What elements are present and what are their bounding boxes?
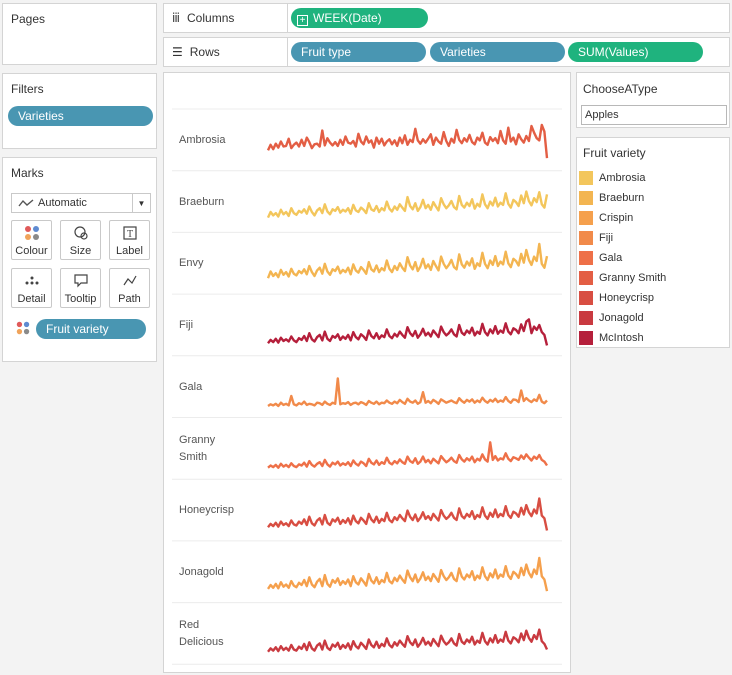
series-line[interactable] xyxy=(267,628,549,653)
columns-shelf[interactable]: iii Columns + WEEK(Date) xyxy=(163,3,730,33)
columns-label-text: Columns xyxy=(187,11,235,25)
choose-type-title: ChooseAType xyxy=(583,82,658,96)
legend-title: Fruit variety xyxy=(583,146,646,160)
marks-card: Marks Automatic ▼ Colour Size T Label De… xyxy=(2,157,157,362)
tooltip-label: Tooltip xyxy=(64,293,97,305)
columns-shelf-label: iii Columns xyxy=(164,4,288,32)
row-label: Ambrosia xyxy=(179,134,226,146)
marks-title: Marks xyxy=(11,166,44,180)
legend-swatch xyxy=(579,211,593,225)
row-label: Honeycrisp xyxy=(179,504,235,517)
row-label: Fiji xyxy=(179,319,194,332)
pages-card[interactable]: Pages xyxy=(2,3,157,65)
legend-item[interactable]: Fiji xyxy=(579,229,613,247)
path-icon xyxy=(110,273,149,293)
rows-icon: ☰ xyxy=(172,45,183,59)
varieties-pill[interactable]: Varieties xyxy=(430,42,565,62)
legend-swatch xyxy=(579,271,593,285)
view-canvas: Ambrosia Braeburn Envy Fiji Gala Granny Smith… xyxy=(163,72,571,673)
legend-item[interactable]: Ambrosia xyxy=(579,169,645,187)
legend-item[interactable]: Jonagold xyxy=(579,309,644,327)
path-label: Path xyxy=(118,293,141,305)
colour-button[interactable]: Colour xyxy=(11,220,52,260)
fruit-type-pill[interactable]: Fruit type xyxy=(291,42,426,62)
label-button[interactable]: T Label xyxy=(109,220,150,260)
label-label: Label xyxy=(116,245,143,257)
tooltip-button[interactable]: Tooltip xyxy=(60,268,101,308)
filters-card[interactable]: Filters Varieties xyxy=(2,73,157,149)
mark-type-label: Automatic xyxy=(38,197,87,209)
chevron-down-icon[interactable]: ▼ xyxy=(132,194,150,212)
legend-item[interactable]: Crispin xyxy=(579,209,633,227)
sparkline-chart[interactable] xyxy=(164,73,570,672)
rows-shelf[interactable]: ☰ Rows Fruit type Varieties SUM(Values) xyxy=(163,37,730,67)
text-label-icon: T xyxy=(110,225,149,245)
row-label: Braeburn xyxy=(179,195,225,208)
colour-field-icon xyxy=(15,320,31,339)
fruit-variety-marks-pill[interactable]: Fruit variety xyxy=(36,319,146,339)
legend-item[interactable]: Gala xyxy=(579,249,622,267)
size-icon xyxy=(61,225,100,245)
week-date-pill[interactable]: + WEEK(Date) xyxy=(291,8,428,28)
sum-values-pill[interactable]: SUM(Values) xyxy=(568,42,703,62)
legend-label: Fiji xyxy=(599,232,614,244)
colour-label: Colour xyxy=(15,245,48,257)
series-line[interactable] xyxy=(267,377,548,408)
legend-swatch xyxy=(579,251,593,265)
legend-swatch xyxy=(579,191,593,205)
legend-label: Braeburn xyxy=(599,192,645,204)
tooltip-icon xyxy=(61,273,100,293)
legend-label: Crispin xyxy=(599,212,634,224)
row-label: Envy xyxy=(179,257,204,270)
legend-swatch xyxy=(579,171,593,185)
pages-title: Pages xyxy=(11,12,46,26)
series-line[interactable] xyxy=(267,318,549,346)
mark-type-dropdown[interactable]: Automatic ▼ xyxy=(11,193,151,213)
detail-button[interactable]: Detail xyxy=(11,268,52,308)
row-label: Gala xyxy=(179,380,203,393)
row-label: Red Delicious xyxy=(179,618,224,648)
colour-icon xyxy=(12,225,51,245)
detail-label: Detail xyxy=(17,293,46,305)
legend-swatch xyxy=(579,311,593,325)
week-date-label: WEEK(Date) xyxy=(313,11,382,25)
line-mark-icon xyxy=(18,199,34,207)
series-line[interactable] xyxy=(267,497,549,531)
columns-icon: iii xyxy=(172,11,180,25)
varieties-filter-pill[interactable]: Varieties xyxy=(8,106,153,126)
size-label: Size xyxy=(69,245,92,257)
row-label: Jonagold xyxy=(179,565,224,578)
legend-item[interactable]: Honeycrisp xyxy=(579,289,654,307)
legend-item[interactable]: McIntosh xyxy=(579,329,644,347)
legend-label: McIntosh xyxy=(599,332,644,344)
legend-swatch xyxy=(579,291,593,305)
legend-label: Granny Smith xyxy=(599,272,667,284)
series-line[interactable] xyxy=(266,242,549,279)
svg-text:T: T xyxy=(126,229,132,240)
series-line[interactable] xyxy=(266,123,549,159)
rows-shelf-label: ☰ Rows xyxy=(164,38,288,66)
plus-icon: + xyxy=(297,15,308,26)
size-button[interactable]: Size xyxy=(60,220,101,260)
series-line[interactable] xyxy=(267,441,548,469)
series-line[interactable] xyxy=(266,190,549,219)
legend-label: Ambrosia xyxy=(599,172,646,184)
legend-card: Fruit variety Ambrosia Braeburn Crispin Fij… xyxy=(576,137,730,348)
legend-label: Jonagold xyxy=(599,312,644,324)
legend-item[interactable]: Granny Smith xyxy=(579,269,666,287)
series-line[interactable] xyxy=(267,556,549,592)
legend-item[interactable]: Braeburn xyxy=(579,189,644,207)
legend-label: Honeycrisp xyxy=(599,292,655,304)
filters-title: Filters xyxy=(11,82,44,96)
legend-swatch xyxy=(579,331,593,345)
detail-icon xyxy=(12,273,51,293)
choose-type-card: ChooseAType Apples xyxy=(576,72,730,128)
legend-label: Gala xyxy=(599,252,623,264)
row-label: Granny Smith xyxy=(179,433,216,463)
path-button[interactable]: Path xyxy=(109,268,150,308)
legend-swatch xyxy=(579,231,593,245)
choose-type-input[interactable]: Apples xyxy=(581,105,727,125)
rows-label-text: Rows xyxy=(189,45,220,59)
